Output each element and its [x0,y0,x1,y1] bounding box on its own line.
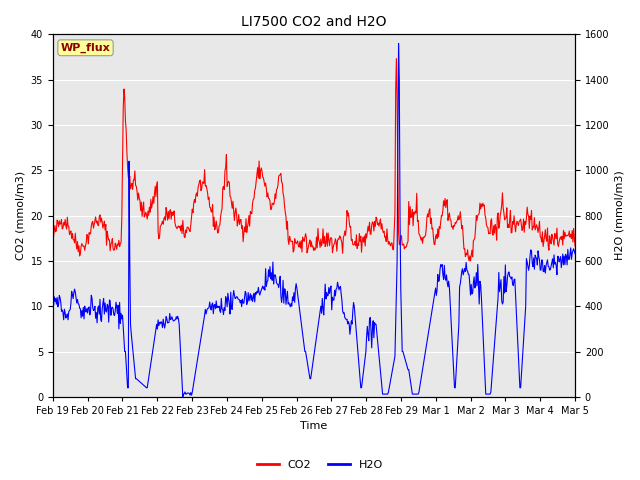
Text: WP_flux: WP_flux [61,43,110,53]
Legend: CO2, H2O: CO2, H2O [252,456,388,474]
X-axis label: Time: Time [300,421,328,432]
Y-axis label: H2O (mmol/m3): H2O (mmol/m3) [615,171,625,261]
Title: LI7500 CO2 and H2O: LI7500 CO2 and H2O [241,15,387,29]
Y-axis label: CO2 (mmol/m3): CO2 (mmol/m3) [15,171,25,260]
